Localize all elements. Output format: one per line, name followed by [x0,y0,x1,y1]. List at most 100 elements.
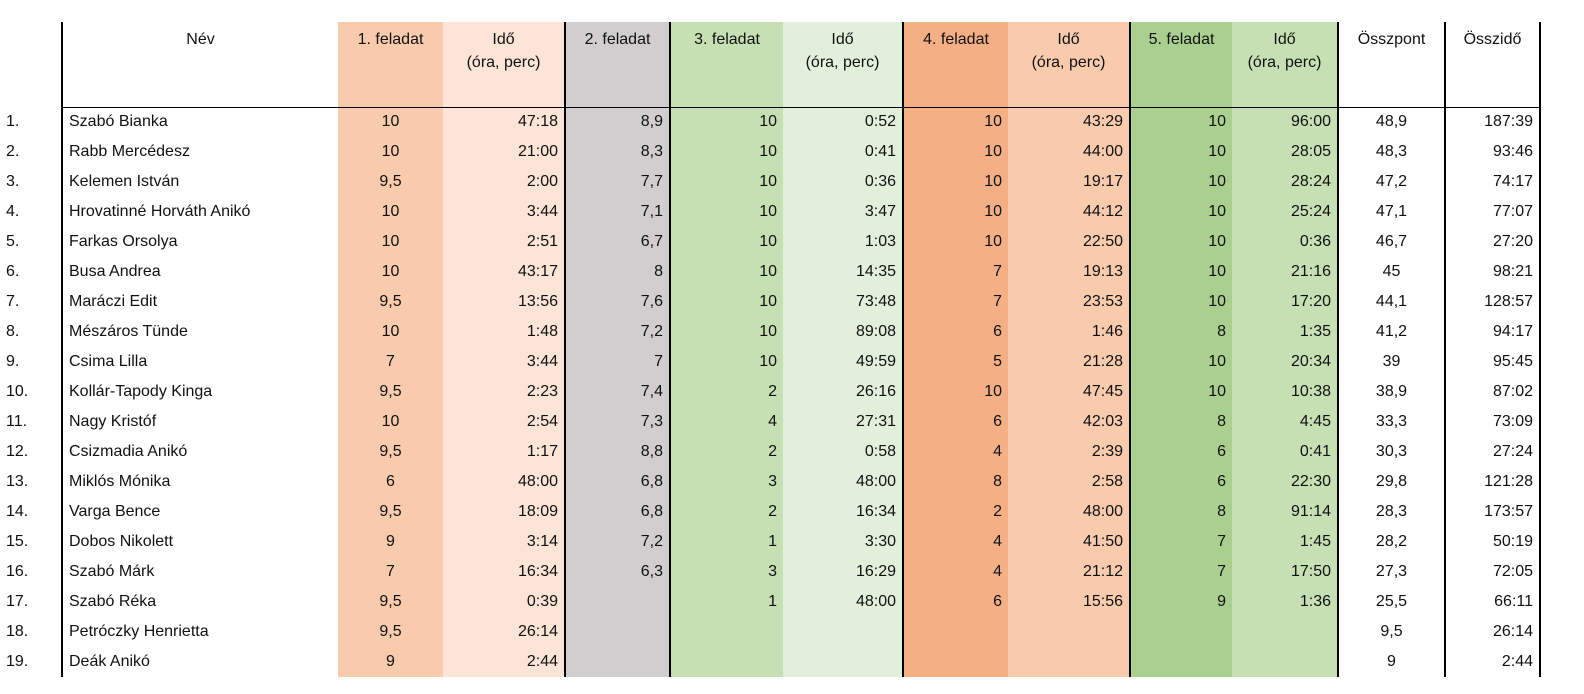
value-cell: 10 [338,407,443,437]
name-cell: Farkas Orsolya [61,227,338,257]
value-cell: 4 [902,437,1008,467]
header-cell: Név [61,22,338,108]
header-line: Idő [831,31,854,48]
value-cell: 50:19 [1444,527,1541,557]
rank-cell: 8. [6,323,20,340]
value-cell: 19:17 [1008,167,1130,197]
value-cell: 44:00 [1008,137,1130,167]
value-cell: 94:17 [1444,317,1541,347]
value-cell: 28:24 [1232,167,1338,197]
name-cell: Rabb Mercédesz [61,137,338,167]
data-row: 7. Maráczi Edit 9,5 13:56 7,6 10 73:48 7 23:53 10… [0,287,1541,317]
data-row: 8. Mészáros Tünde 10 1:48 7,2 10 89:08 6 1:46 8 1:… [0,317,1541,347]
value-cell: 25:24 [1232,197,1338,227]
value-cell: 7 [1129,527,1232,557]
value-cell: 0:52 [783,107,903,137]
value-cell: 3 [669,557,783,587]
value-cell: 46,7 [1337,227,1445,257]
value-cell: 10 [1129,107,1232,137]
value-cell: 4 [669,407,783,437]
value-cell: 10 [1129,257,1232,287]
header-cell: 3. feladat [669,22,783,108]
name-cell: Szabó Réka [61,587,338,617]
value-cell: 9,5 [338,617,443,647]
value-cell: 4:45 [1232,407,1338,437]
data-row: 3. Kelemen István 9,5 2:00 7,7 10 0:36 10 19:17 1… [0,167,1541,197]
value-cell: 49:59 [783,347,903,377]
value-cell: 4 [902,557,1008,587]
value-cell: 20:34 [1232,347,1338,377]
name-cell: Kelemen István [61,167,338,197]
value-cell: 4 [902,527,1008,557]
rank-cell: 11. [6,413,28,430]
value-cell: 8 [902,467,1008,497]
rank-cell: 13. [6,473,29,490]
header-cell: 1. feladat [338,22,443,108]
value-cell: 26:14 [443,617,565,647]
name-cell: Dobos Nikolett [61,527,338,557]
value-cell: 47,1 [1337,197,1445,227]
value-cell: 7 [338,557,443,587]
value-cell: 8,8 [564,437,670,467]
value-cell: 43:17 [443,257,565,287]
value-cell: 10 [338,137,443,167]
value-cell: 173:57 [1444,497,1541,527]
value-cell: 22:30 [1232,467,1338,497]
value-cell: 10 [338,227,443,257]
value-cell [1008,617,1130,647]
value-cell: 10 [1129,347,1232,377]
value-cell [669,617,783,647]
header-line: Idő [492,31,515,48]
value-cell: 10 [669,227,783,257]
value-cell: 29,8 [1337,467,1445,497]
value-cell: 98:21 [1444,257,1541,287]
data-row: 11. Nagy Kristóf 10 2:54 7,3 4 27:31 6 42:03 8 4:4… [0,407,1541,437]
value-cell: 10 [1129,137,1232,167]
value-cell: 10 [1129,167,1232,197]
value-cell: 8,9 [564,107,670,137]
value-cell: 7,2 [564,317,670,347]
data-row: 18. Petróczky Henrietta 9,5 26:14 9,5 26:14 [0,617,1541,647]
value-cell: 47:18 [443,107,565,137]
value-cell: 0:36 [1232,227,1338,257]
value-cell: 0:41 [1232,437,1338,467]
value-cell: 15:56 [1008,587,1130,617]
data-row: 1. Szabó Bianka 10 47:18 8,9 10 0:52 10 43:29 10 9… [0,107,1541,137]
value-cell: 73:09 [1444,407,1541,437]
value-cell: 10 [669,197,783,227]
data-row: 6. Busa Andrea 10 43:17 8 10 14:35 7 19:13 10 21:1… [0,257,1541,287]
header-cell: Összidő [1444,22,1541,108]
value-cell: 10 [902,167,1008,197]
value-cell: 27:24 [1444,437,1541,467]
value-cell: 6 [902,317,1008,347]
value-cell: 1 [669,527,783,557]
value-cell [669,647,783,677]
value-cell: 44:12 [1008,197,1130,227]
value-cell: 27,3 [1337,557,1445,587]
value-cell: 10 [338,197,443,227]
rank-cell: 16. [6,563,29,580]
value-cell: 10 [669,167,783,197]
value-cell: 10 [669,347,783,377]
data-row: 2. Rabb Mercédesz 10 21:00 8,3 10 0:41 10 44:00 1… [0,137,1541,167]
value-cell: 1:46 [1008,317,1130,347]
value-cell: 10 [1129,197,1232,227]
name-cell: Szabó Bianka [61,107,338,137]
value-cell: 9,5 [338,377,443,407]
value-cell: 73:48 [783,287,903,317]
value-cell: 10 [902,377,1008,407]
value-cell: 6,8 [564,467,670,497]
name-cell: Busa Andrea [61,257,338,287]
value-cell: 87:02 [1444,377,1541,407]
data-row: 13. Miklós Mónika 6 48:00 6,8 3 48:00 8 2:58 6 22:… [0,467,1541,497]
header-line: (óra, perc) [805,54,880,71]
value-cell: 8 [1129,497,1232,527]
value-cell: 10 [1129,287,1232,317]
value-cell: 21:28 [1008,347,1130,377]
value-cell: 9,5 [338,437,443,467]
value-cell: 2:44 [443,647,565,677]
value-cell [783,647,903,677]
value-cell: 44,1 [1337,287,1445,317]
value-cell: 6 [902,587,1008,617]
value-cell: 9,5 [338,587,443,617]
